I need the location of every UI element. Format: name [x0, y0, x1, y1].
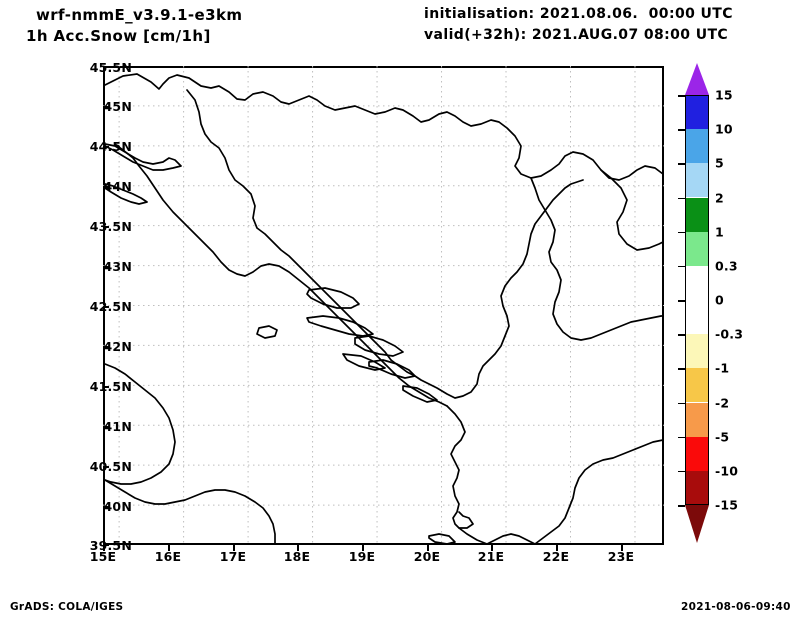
x-tick-label: 20E: [413, 549, 441, 564]
colorbar-label: -15: [715, 497, 739, 513]
colorbar-band: [685, 197, 709, 232]
colorbar-band: [685, 334, 709, 369]
y-tick-mark: [103, 266, 109, 268]
y-tick-label: 43N: [103, 259, 132, 274]
x-tick-mark: [491, 545, 493, 551]
y-tick-label: 41.5N: [89, 379, 132, 394]
title-field: 1h Acc.Snow [cm/1h]: [26, 27, 211, 45]
colorbar-label: -0.3: [715, 326, 744, 342]
x-tick-mark: [556, 545, 558, 551]
x-tick-mark: [168, 545, 170, 551]
colorbar-tick: [678, 95, 685, 97]
colorbar-tick: [678, 402, 685, 405]
x-tick-label: 19E: [348, 549, 376, 564]
y-tick-label: 44N: [103, 179, 132, 194]
y-tick-label: 39.5N: [89, 538, 132, 553]
colorbar-label: -10: [715, 463, 739, 479]
x-tick-label: 21E: [477, 549, 505, 564]
colorbar-label: 0: [715, 292, 724, 308]
y-tick-mark: [103, 346, 109, 348]
colorbar-band: [685, 163, 709, 198]
colorbar-label: 2: [715, 190, 724, 205]
colorbar-band: [685, 436, 709, 471]
colorbar-tick: [678, 265, 685, 268]
x-tick-label: 23E: [607, 549, 635, 564]
colorbar-band: [685, 402, 709, 437]
x-tick-label: 18E: [283, 549, 311, 564]
colorbar-band: [685, 470, 709, 505]
colorbar-band: [685, 265, 709, 300]
x-tick-label: 17E: [219, 549, 247, 564]
valid-time: valid(+32h): 2021.AUG.07 08:00 UTC: [424, 27, 729, 43]
colorbar-tick: [678, 300, 685, 302]
x-tick-mark: [362, 545, 364, 551]
colorbar-band: [685, 129, 709, 164]
x-tick-label: 22E: [542, 549, 570, 564]
colorbar-label: -1: [715, 360, 730, 376]
map-plot-area[interactable]: [103, 66, 664, 545]
x-tick-mark: [427, 545, 429, 551]
x-tick-mark: [621, 545, 623, 551]
colorbar-over-arrow: [685, 63, 709, 95]
x-tick-label: 16E: [154, 549, 182, 564]
colorbar-band: [685, 300, 709, 335]
map-coastlines: [103, 66, 664, 545]
colorbar-band: [685, 231, 709, 266]
y-tick-mark: [103, 544, 109, 546]
y-tick-label: 42.5N: [89, 299, 132, 314]
y-tick-label: 41N: [103, 419, 132, 434]
colorbar-label: 1: [715, 224, 724, 240]
y-tick-mark: [103, 506, 109, 508]
y-tick-mark: [103, 386, 109, 388]
y-tick-mark: [103, 306, 109, 308]
footer-timestamp: 2021-08-06-09:40: [681, 601, 791, 613]
colorbar-tick: [678, 163, 685, 165]
y-tick-label: 43.5N: [89, 219, 132, 234]
colorbar-band: [685, 368, 709, 403]
x-tick-mark: [297, 545, 299, 551]
colorbar-tick: [678, 197, 685, 200]
y-tick-label: 45.5N: [89, 60, 132, 75]
y-tick-mark: [103, 186, 109, 188]
map-gridlines: [103, 66, 664, 545]
colorbar-label: 5: [715, 155, 724, 171]
footer-credit: GrADS: COLA/IGES: [10, 601, 124, 613]
y-tick-mark: [103, 146, 109, 148]
y-tick-mark: [103, 106, 109, 108]
colorbar[interactable]: 15 10 5 2 1 0.3 0 -0.3 -1 -2 -5 -10 -15: [678, 63, 743, 543]
colorbar-label: 0.3: [715, 258, 738, 274]
colorbar-band: [685, 95, 709, 130]
colorbar-label: 10: [715, 121, 733, 137]
colorbar-tick: [678, 505, 685, 507]
colorbar-label: -2: [715, 395, 730, 410]
colorbar-tick: [678, 334, 685, 336]
y-tick-mark: [103, 226, 109, 228]
colorbar-tick: [678, 129, 685, 131]
colorbar-tick: [678, 368, 685, 370]
title-model: wrf-nmmE_v3.9.1-e3km: [36, 6, 243, 24]
colorbar-under-arrow: [685, 505, 709, 543]
y-tick-mark: [103, 66, 109, 68]
y-tick-label: 45N: [103, 99, 132, 114]
colorbar-label: -5: [715, 429, 730, 445]
x-tick-label: 15E: [89, 549, 117, 564]
initialisation-time: initialisation: 2021.08.06. 00:00 UTC: [424, 6, 733, 22]
y-tick-mark: [103, 426, 109, 428]
colorbar-label: 15: [715, 87, 733, 103]
colorbar-tick: [678, 231, 685, 234]
x-tick-mark: [233, 545, 235, 551]
colorbar-tick: [678, 436, 685, 439]
y-tick-mark: [103, 466, 109, 468]
colorbar-tick: [678, 470, 685, 473]
y-tick-label: 40.5N: [89, 459, 132, 474]
y-tick-label: 42N: [103, 339, 132, 354]
x-tick-mark: [103, 545, 105, 551]
y-tick-label: 44.5N: [89, 139, 132, 154]
y-tick-label: 40N: [103, 499, 132, 514]
